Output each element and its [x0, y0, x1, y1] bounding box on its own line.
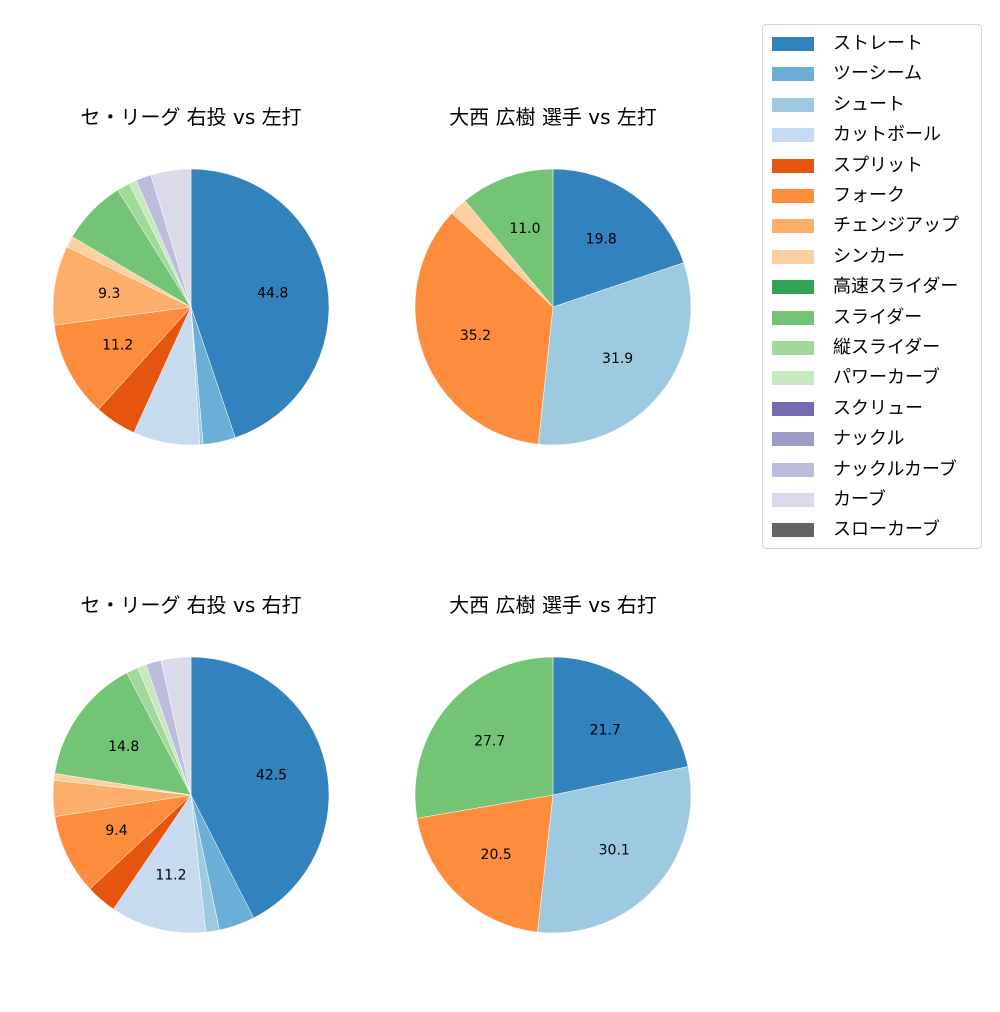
panel-title: 大西 広樹 選手 vs 右打 [449, 593, 657, 617]
legend-swatch [772, 462, 814, 477]
pie-slice [538, 262, 692, 446]
pie-slice [190, 168, 330, 439]
pie-panel-player-vs-left: 大西 広樹 選手 vs 左打 19.8 31.9 35.2 11.0 [383, 104, 723, 524]
slice-value-label: 30.1 [599, 843, 630, 859]
pie-chart: 44.8 11.2 9.3 [52, 168, 330, 446]
pie-panel-league-vs-left: セ・リーグ 右投 vs 左打 44.8 11.2 9.3 [21, 104, 361, 524]
legend-item: 高速スライダー [772, 275, 958, 299]
legend-label: ナックルカーブ [833, 458, 957, 480]
legend-label: スライダー [833, 306, 923, 328]
slice-value-label: 9.3 [98, 286, 120, 302]
legend-item: 縦スライダー [772, 336, 940, 360]
slice-value-label: 11.0 [509, 221, 540, 237]
pie-slice [113, 794, 206, 934]
legend-label: ツーシーム [833, 63, 923, 85]
legend-label: スローカーブ [833, 519, 940, 541]
panel-title: セ・リーグ 右投 vs 左打 [80, 105, 302, 129]
slice-value-label: 11.2 [155, 867, 186, 883]
pie-slice [416, 794, 554, 933]
pie-slice [54, 672, 192, 796]
legend-item: パワーカーブ [772, 366, 940, 390]
legend-label: シュート [833, 93, 905, 115]
slice-value-label: 31.9 [602, 351, 633, 367]
legend-label: カーブ [833, 489, 886, 510]
panel-title: 大西 広樹 選手 vs 左打 [449, 105, 657, 129]
legend-item: スクリュー [772, 397, 923, 421]
legend-item: ストレート [772, 32, 923, 56]
legend-item: スライダー [772, 306, 922, 330]
pie-chart: 42.5 11.2 9.4 14.8 [52, 656, 330, 934]
pie-slice [150, 168, 192, 308]
slice-value-label: 27.7 [474, 734, 505, 750]
legend-label: フォーク [833, 185, 905, 206]
legend-label: 縦スライダー [833, 337, 941, 358]
legend-swatch [772, 523, 814, 538]
slice-value-label: 44.8 [257, 286, 288, 302]
legend-label: カットボール [833, 124, 941, 146]
legend-label: ナックル [833, 428, 905, 450]
legend-swatch [772, 371, 814, 386]
legend-item: カーブ [772, 488, 886, 512]
legend-swatch [772, 189, 814, 203]
pie-slice [464, 168, 554, 308]
legend-label: チェンジアップ [833, 215, 959, 237]
legend-label: スクリュー [833, 397, 923, 419]
legend-item: ナックルカーブ [772, 458, 957, 482]
legend-swatch [772, 97, 814, 112]
slice-value-label: 20.5 [481, 847, 512, 863]
legend-item: カットボール [772, 123, 941, 147]
pie-chart: 19.8 31.9 35.2 11.0 [414, 168, 692, 446]
legend-swatch [772, 249, 814, 264]
pie-chart: 21.7 30.1 20.5 27.7 [414, 656, 692, 934]
legend-item: チェンジアップ [772, 214, 959, 238]
pie-slice [414, 656, 554, 819]
pie-slice [537, 766, 692, 934]
legend-label: スプリット [833, 154, 923, 176]
legend-item: ナックル [772, 427, 904, 451]
legend-swatch [772, 493, 814, 507]
legend-item: シンカー [772, 245, 905, 269]
legend-swatch [772, 37, 814, 51]
legend-swatch [772, 158, 814, 173]
legend-swatch [772, 401, 814, 416]
legend-item: フォーク [772, 184, 905, 208]
legend-swatch [772, 280, 814, 295]
pie-slice [53, 306, 192, 410]
legend-item: シュート [772, 93, 905, 117]
pie-panel-league-vs-right: セ・リーグ 右投 vs 右打 42.5 11.2 9.4 14.8 [21, 592, 361, 1012]
legend-label: シンカー [833, 245, 905, 267]
pie-slice [190, 656, 330, 919]
legend-swatch [772, 310, 814, 325]
panel-title: セ・リーグ 右投 vs 右打 [80, 593, 302, 617]
legend-item: スプリット [772, 154, 923, 178]
slice-value-label: 19.8 [586, 232, 617, 248]
slice-value-label: 21.7 [590, 723, 621, 739]
slice-value-label: 14.8 [108, 739, 139, 755]
legend: ストレート ツーシーム シュート カットボール スプリット フォーク チェンジア… [762, 24, 982, 549]
slice-value-label: 9.4 [105, 823, 127, 839]
legend-item: スローカーブ [772, 518, 940, 542]
legend-label: パワーカーブ [833, 367, 940, 389]
pie-slice [552, 168, 685, 308]
pie-slice [160, 656, 192, 796]
pie-slice [414, 212, 554, 445]
legend-label: 高速スライダー [833, 276, 959, 298]
slice-value-label: 42.5 [256, 768, 287, 784]
pie-panel-player-vs-right: 大西 広樹 選手 vs 右打 21.7 30.1 20.5 27.7 [383, 592, 723, 1012]
legend-swatch [772, 432, 814, 447]
legend-label: ストレート [833, 33, 923, 54]
legend-swatch [772, 219, 814, 234]
pie-slice [552, 656, 689, 796]
slice-value-label: 11.2 [102, 338, 133, 354]
legend-swatch [772, 128, 814, 143]
slice-value-label: 35.2 [460, 328, 491, 344]
legend-swatch [772, 341, 814, 355]
legend-item: ツーシーム [772, 62, 922, 86]
legend-swatch [772, 67, 814, 82]
pie-slice [54, 794, 192, 890]
pie-slice [52, 246, 192, 326]
